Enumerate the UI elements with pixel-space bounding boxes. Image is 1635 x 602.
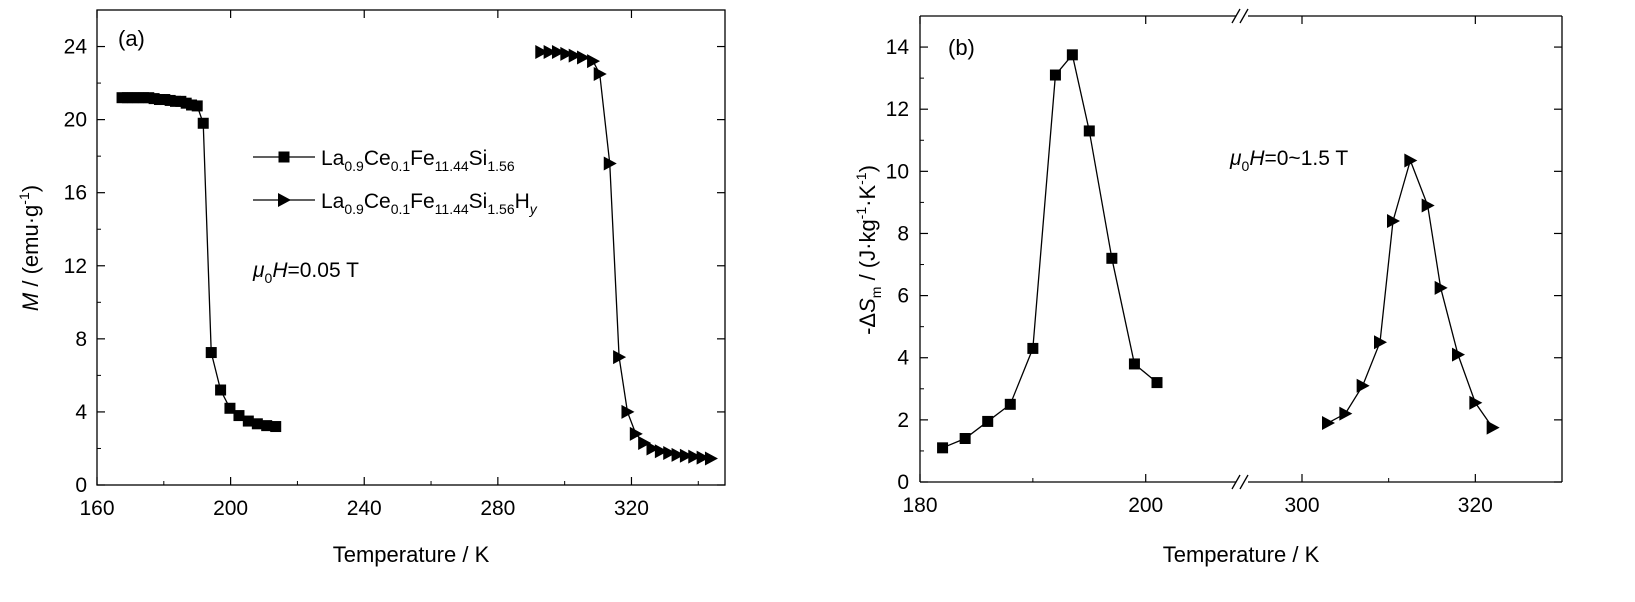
panel-a-point — [568, 48, 582, 63]
panel-a-point — [186, 99, 198, 111]
panel-a-point — [646, 441, 660, 456]
panel-a-point — [233, 410, 245, 422]
panel-a-point — [638, 435, 652, 450]
panel-b-label: (b) — [948, 35, 975, 60]
panel-b-series-line — [1327, 158, 1494, 429]
panel-a-x-tick-label: 160 — [79, 497, 114, 520]
panel-b-point — [1027, 342, 1039, 354]
panel-a-annotation: μ0H=0.05 T — [252, 259, 359, 286]
panel-a-point — [704, 451, 718, 466]
panel-b-point — [1004, 398, 1016, 410]
panel-a-point — [242, 415, 254, 427]
panel-b-point — [1486, 420, 1500, 435]
panel-a-point — [663, 446, 677, 461]
panel-b-point — [1452, 347, 1465, 362]
panel-b-point — [1083, 125, 1095, 137]
panel-a-label: (a) — [118, 26, 145, 51]
panel-b-x-axis-title: Temperature / K — [1163, 542, 1320, 567]
panel-b-point — [1128, 358, 1140, 370]
panel-a-point — [696, 450, 710, 465]
legend-label: La0.9Ce0.1Fe11.44Si1.56 — [321, 147, 515, 174]
panel-b-y-tick-label: 14 — [886, 36, 910, 59]
panel-b-y-axis-title: -ΔSm / (J·kg-1·K-1) — [853, 165, 884, 335]
panel-a-x-axis-title: Temperature / K — [333, 542, 490, 567]
panel-a-x-tick-label: 200 — [213, 497, 248, 520]
panel-b-y-tick-label: 10 — [886, 160, 909, 183]
panel-a-y-tick-label: 20 — [64, 109, 87, 132]
panel-a-point — [613, 350, 627, 365]
panel-a-y-axis-title: M / (emu·g-1) — [16, 185, 43, 311]
panel-b-x-tick-label: 320 — [1458, 494, 1493, 517]
panel-b-y-tick-label: 12 — [886, 98, 909, 121]
legend-marker-triangle — [278, 193, 291, 207]
panel-a-point — [577, 50, 591, 65]
panel-b-x-tick-label: 300 — [1284, 494, 1319, 517]
panel-a-point — [251, 418, 263, 430]
panel-a-point — [629, 426, 643, 441]
panel-a-point — [551, 45, 565, 60]
panel-a-point — [560, 46, 574, 61]
axis-break-mark — [1239, 474, 1249, 490]
panel-a-point — [197, 117, 209, 129]
panel-b-point — [1387, 214, 1400, 229]
panel-b-x-tick-label: 180 — [902, 494, 937, 517]
panel-a-point — [679, 448, 693, 463]
panel-b-point — [1151, 377, 1163, 389]
panel-b-point — [1469, 395, 1483, 410]
panel-b-y-tick-label: 0 — [897, 471, 909, 494]
panel-b-y-tick-label: 8 — [897, 222, 909, 245]
panel-a-y-tick-label: 24 — [64, 36, 88, 59]
panel-b-point — [1356, 378, 1370, 393]
panel-a-y-tick-label: 12 — [64, 255, 87, 278]
panel-a-point — [205, 347, 217, 359]
panel-b-point — [982, 415, 994, 427]
panel-a-point — [587, 54, 601, 69]
panel-a-point — [621, 404, 635, 419]
panel-a-y-tick-label: 16 — [64, 182, 87, 205]
panel-a-frame — [96, 9, 726, 486]
panel-b-y-tick-label: 2 — [897, 409, 909, 432]
panel-a-point — [191, 100, 203, 112]
panel-a-point — [593, 66, 607, 81]
panel-a-point — [261, 420, 273, 432]
panel-b-point — [1421, 198, 1435, 213]
panel-a-point — [688, 449, 702, 464]
axis-break-mark — [1231, 8, 1241, 24]
panel-a-point — [215, 384, 227, 396]
panel-a-point — [603, 156, 617, 171]
panel-b-point — [1049, 69, 1061, 81]
panel-b-y-tick-label: 6 — [897, 285, 909, 308]
panel-b-x-tick-label: 200 — [1128, 494, 1163, 517]
panel-b-series-line — [942, 53, 1158, 449]
panel-b-point — [1322, 415, 1335, 430]
panel-a-point — [671, 447, 685, 462]
panel-b-point — [1374, 335, 1387, 350]
panel-b-point — [1434, 280, 1448, 295]
panel-a-point — [224, 402, 236, 414]
panel-a-x-tick-label: 240 — [347, 497, 382, 520]
legend-label: La0.9Ce0.1Fe11.44Si1.56Hy — [321, 190, 538, 217]
panel-b-point — [1404, 153, 1418, 168]
panel-b-y-tick-label: 4 — [897, 347, 909, 370]
panel-a-point — [543, 45, 557, 60]
panel-b-point — [1106, 252, 1118, 264]
panel-a-x-tick-label: 320 — [614, 497, 649, 520]
panel-a-point — [654, 444, 668, 459]
panel-a-x-tick-label: 280 — [480, 497, 515, 520]
panel-a-y-tick-label: 4 — [75, 401, 87, 424]
panel-a-y-tick-label: 8 — [75, 328, 87, 351]
panel-b-point — [959, 433, 971, 445]
panel-a-series-line — [541, 51, 712, 460]
panel-a-y-tick-label: 0 — [75, 474, 87, 497]
panel-b-point — [937, 442, 949, 454]
panel-a-point — [270, 421, 282, 433]
panel-b-point — [1339, 406, 1353, 421]
panel-a-point — [535, 45, 549, 60]
axis-break-mark — [1231, 474, 1241, 490]
legend-marker-square — [278, 151, 290, 163]
axis-break-mark — [1239, 8, 1249, 24]
panel-b-annotation: μ0H=0~1.5 T — [1229, 147, 1348, 174]
panel-b-point — [1066, 49, 1078, 61]
